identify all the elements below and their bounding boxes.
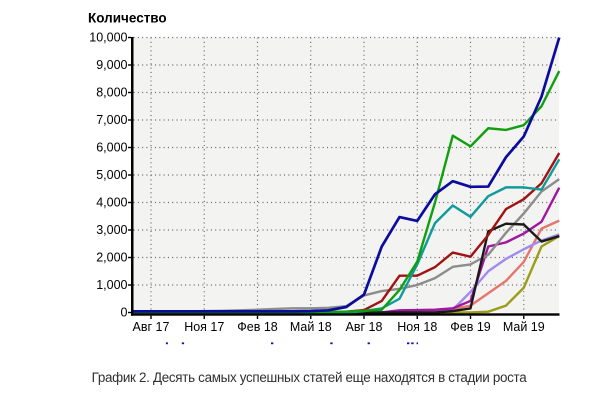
svg-text:График 2. Десять самых успешны: График 2. Десять самых успешных статей е…: [92, 370, 528, 385]
svg-text:Авг 17: Авг 17: [133, 320, 170, 334]
svg-text:Ноя 18: Ноя 18: [397, 320, 437, 334]
svg-text:Май 18: Май 18: [290, 320, 332, 334]
svg-text:3,000: 3,000: [96, 223, 127, 237]
svg-text:10,000: 10,000: [89, 31, 127, 45]
svg-text:9,000: 9,000: [96, 58, 127, 72]
svg-text:5,000: 5,000: [96, 168, 127, 182]
svg-text:4,000: 4,000: [96, 196, 127, 210]
svg-text:2,000: 2,000: [96, 251, 127, 265]
svg-text:1,000: 1,000: [96, 278, 127, 292]
svg-text:Авг 18: Авг 18: [346, 320, 383, 334]
svg-text:0: 0: [121, 306, 128, 320]
svg-text:Май 19: Май 19: [503, 320, 545, 334]
svg-text:6,000: 6,000: [96, 141, 127, 155]
svg-text:Фев 18: Фев 18: [237, 320, 278, 334]
svg-text:8,000: 8,000: [96, 86, 127, 100]
svg-text:7,000: 7,000: [96, 113, 127, 127]
svg-text:Количество: Количество: [88, 11, 167, 26]
svg-text:Ноя 17: Ноя 17: [184, 320, 224, 334]
svg-text:Фев 19: Фев 19: [450, 320, 491, 334]
